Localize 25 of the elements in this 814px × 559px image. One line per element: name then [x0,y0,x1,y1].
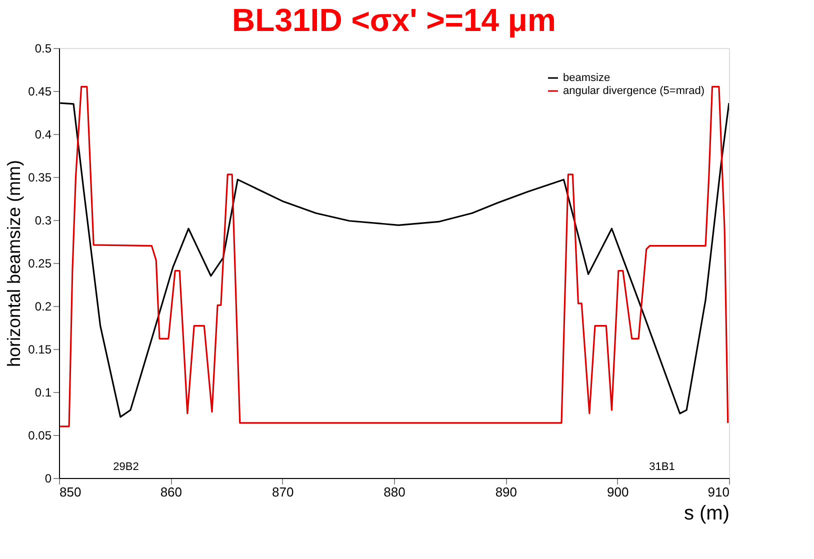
y-tick-label: 0.45 [28,84,52,98]
y-tick-label: 0.15 [28,342,52,356]
x-tick-label: 890 [495,484,518,500]
y-tick-label: 0 [44,472,52,486]
annotation: 29B2 [113,461,139,473]
y-axis-title: horizontal beamsize (mm) [4,160,24,368]
y-tick-label: 0.25 [28,256,52,270]
x-tick-label: 850 [60,484,82,500]
x-axis-title: s (m) [684,502,730,524]
y-tick-label: 0.5 [34,42,52,56]
y-tick-label: 0.3 [34,214,52,228]
y-tick-label: 0.2 [34,300,52,314]
chart-title: BL31ID <σx' >=14 μm [232,2,556,38]
y-tick-label: 0.05 [28,428,52,442]
annotation: 31B1 [649,461,675,473]
x-tick-label: 860 [160,484,182,500]
y-tick-label: 0.35 [28,170,52,184]
x-tick-label: 900 [606,484,629,500]
x-tick-label: 870 [272,484,294,500]
legend-label: angular divergence (5=mrad) [563,85,705,97]
y-tick-label: 0.4 [34,128,52,142]
legend-label: beamsize [563,72,610,84]
x-tick-label: 910 [708,484,730,500]
x-tick-label: 880 [384,484,406,500]
y-tick-label: 0.1 [34,386,52,400]
